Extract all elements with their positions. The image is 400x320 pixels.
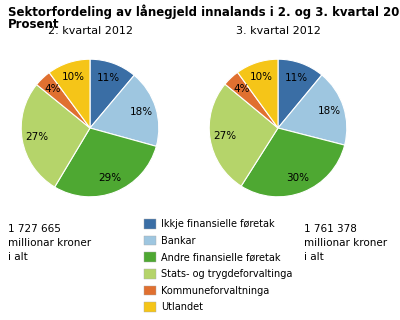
Text: 1 727 665
millionar kroner
i alt: 1 727 665 millionar kroner i alt [8, 224, 91, 262]
Text: 10%: 10% [250, 72, 273, 82]
Text: 4%: 4% [233, 84, 250, 94]
Text: Sektorfordeling av lånegjeld innalands i 2. og 3. kvartal 2012.: Sektorfordeling av lånegjeld innalands i… [8, 5, 400, 20]
Wedge shape [90, 75, 159, 146]
Text: 11%: 11% [285, 73, 308, 83]
Text: 1 761 378
millionar kroner
i alt: 1 761 378 millionar kroner i alt [304, 224, 387, 262]
Wedge shape [278, 59, 322, 128]
Text: Ikkje finansielle føretak: Ikkje finansielle føretak [161, 219, 274, 229]
Wedge shape [90, 59, 134, 128]
Text: 4%: 4% [45, 84, 61, 94]
Text: 11%: 11% [97, 73, 120, 83]
Text: Bankar: Bankar [161, 236, 195, 246]
Title: 3. kvartal 2012: 3. kvartal 2012 [236, 26, 320, 36]
Wedge shape [238, 59, 278, 128]
Wedge shape [21, 84, 90, 187]
Wedge shape [225, 72, 278, 128]
Wedge shape [37, 73, 90, 128]
Wedge shape [209, 84, 278, 186]
Text: 29%: 29% [98, 173, 122, 183]
Wedge shape [241, 128, 345, 197]
Text: Stats- og trygdeforvaltinga: Stats- og trygdeforvaltinga [161, 269, 292, 279]
Text: 10%: 10% [62, 72, 85, 82]
Wedge shape [278, 75, 347, 145]
Wedge shape [55, 128, 156, 197]
Text: 27%: 27% [214, 132, 236, 141]
Wedge shape [49, 59, 90, 128]
Text: 27%: 27% [26, 132, 49, 142]
Text: 30%: 30% [286, 173, 309, 183]
Title: 2. kvartal 2012: 2. kvartal 2012 [48, 26, 132, 36]
Text: 18%: 18% [130, 107, 153, 117]
Text: Andre finansielle føretak: Andre finansielle føretak [161, 252, 280, 262]
Text: Utlandet: Utlandet [161, 302, 203, 312]
Text: Prosent: Prosent [8, 18, 60, 31]
Text: Kommuneforvaltninga: Kommuneforvaltninga [161, 285, 269, 296]
Text: 18%: 18% [318, 107, 340, 116]
